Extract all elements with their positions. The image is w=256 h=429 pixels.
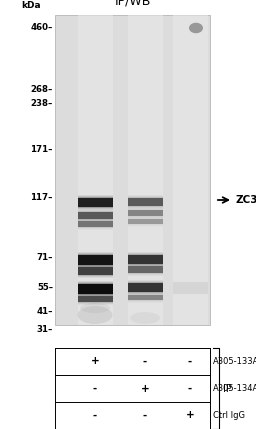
- Bar: [127, 218, 163, 225]
- Bar: [78, 211, 112, 220]
- Bar: [127, 207, 163, 219]
- Bar: [78, 219, 112, 229]
- Bar: [127, 216, 163, 227]
- Text: +: +: [186, 411, 194, 420]
- Bar: [78, 264, 112, 278]
- Bar: [78, 197, 112, 208]
- Ellipse shape: [80, 303, 110, 313]
- Text: -: -: [143, 356, 147, 366]
- Bar: [127, 208, 163, 218]
- Bar: [127, 217, 163, 226]
- Ellipse shape: [189, 23, 203, 33]
- Text: +: +: [141, 384, 149, 393]
- Bar: [78, 284, 112, 294]
- Bar: [127, 280, 163, 295]
- Bar: [127, 252, 163, 267]
- Text: +: +: [91, 356, 99, 366]
- Text: A305-133A: A305-133A: [213, 357, 256, 366]
- Bar: [78, 255, 112, 265]
- Bar: [78, 218, 112, 230]
- Text: 460–: 460–: [31, 24, 53, 33]
- Bar: [127, 197, 163, 207]
- Bar: [127, 195, 163, 209]
- Bar: [127, 281, 163, 294]
- Bar: [78, 198, 112, 207]
- Text: 238–: 238–: [31, 99, 53, 108]
- Bar: [78, 267, 112, 275]
- Text: 268–: 268–: [31, 85, 53, 94]
- Bar: [78, 253, 112, 267]
- Text: 117–: 117–: [30, 193, 53, 202]
- Bar: [173, 282, 208, 294]
- Bar: [127, 282, 163, 293]
- Text: 55–: 55–: [37, 283, 53, 291]
- Bar: [127, 264, 163, 275]
- Bar: [78, 254, 112, 266]
- Text: 31–: 31–: [37, 326, 53, 335]
- Bar: [127, 219, 163, 224]
- Bar: [78, 265, 112, 277]
- Bar: [127, 295, 163, 300]
- Bar: [173, 15, 208, 325]
- Bar: [127, 253, 163, 266]
- Bar: [78, 295, 112, 303]
- Bar: [78, 195, 112, 210]
- Bar: [127, 196, 163, 208]
- Text: 171–: 171–: [30, 145, 53, 154]
- Bar: [78, 281, 112, 297]
- Bar: [55, 15, 210, 325]
- Bar: [127, 283, 163, 292]
- Text: Ctrl IgG: Ctrl IgG: [213, 411, 245, 420]
- Bar: [78, 296, 112, 302]
- Bar: [78, 210, 112, 221]
- Bar: [127, 293, 163, 302]
- Bar: [127, 209, 163, 217]
- Bar: [127, 254, 163, 265]
- Text: -: -: [143, 411, 147, 420]
- Bar: [78, 283, 112, 295]
- Text: IP/WB: IP/WB: [114, 0, 151, 7]
- Text: 71–: 71–: [37, 254, 53, 263]
- Bar: [78, 209, 112, 222]
- Bar: [78, 282, 112, 296]
- Text: -: -: [93, 411, 97, 420]
- Text: 41–: 41–: [37, 306, 53, 315]
- Bar: [78, 221, 112, 227]
- Text: A305-134A: A305-134A: [213, 384, 256, 393]
- Bar: [127, 265, 163, 274]
- Bar: [78, 294, 112, 304]
- Bar: [78, 293, 112, 305]
- Ellipse shape: [78, 306, 112, 324]
- Bar: [127, 292, 163, 303]
- Bar: [78, 252, 112, 268]
- Bar: [127, 266, 163, 273]
- Text: IP: IP: [223, 384, 232, 393]
- Bar: [78, 220, 112, 228]
- Bar: [127, 210, 163, 216]
- Text: -: -: [93, 384, 97, 393]
- Text: ZC3H7B: ZC3H7B: [235, 195, 256, 205]
- Bar: [127, 15, 163, 325]
- Ellipse shape: [130, 312, 160, 324]
- Text: -: -: [188, 384, 192, 393]
- Bar: [78, 196, 112, 209]
- Text: -: -: [188, 356, 192, 366]
- Bar: [78, 212, 112, 219]
- Bar: [78, 15, 112, 325]
- Bar: [127, 255, 163, 264]
- Bar: [78, 266, 112, 276]
- Bar: [127, 198, 163, 206]
- Bar: [127, 294, 163, 301]
- Bar: [127, 263, 163, 276]
- Text: kDa: kDa: [21, 1, 41, 10]
